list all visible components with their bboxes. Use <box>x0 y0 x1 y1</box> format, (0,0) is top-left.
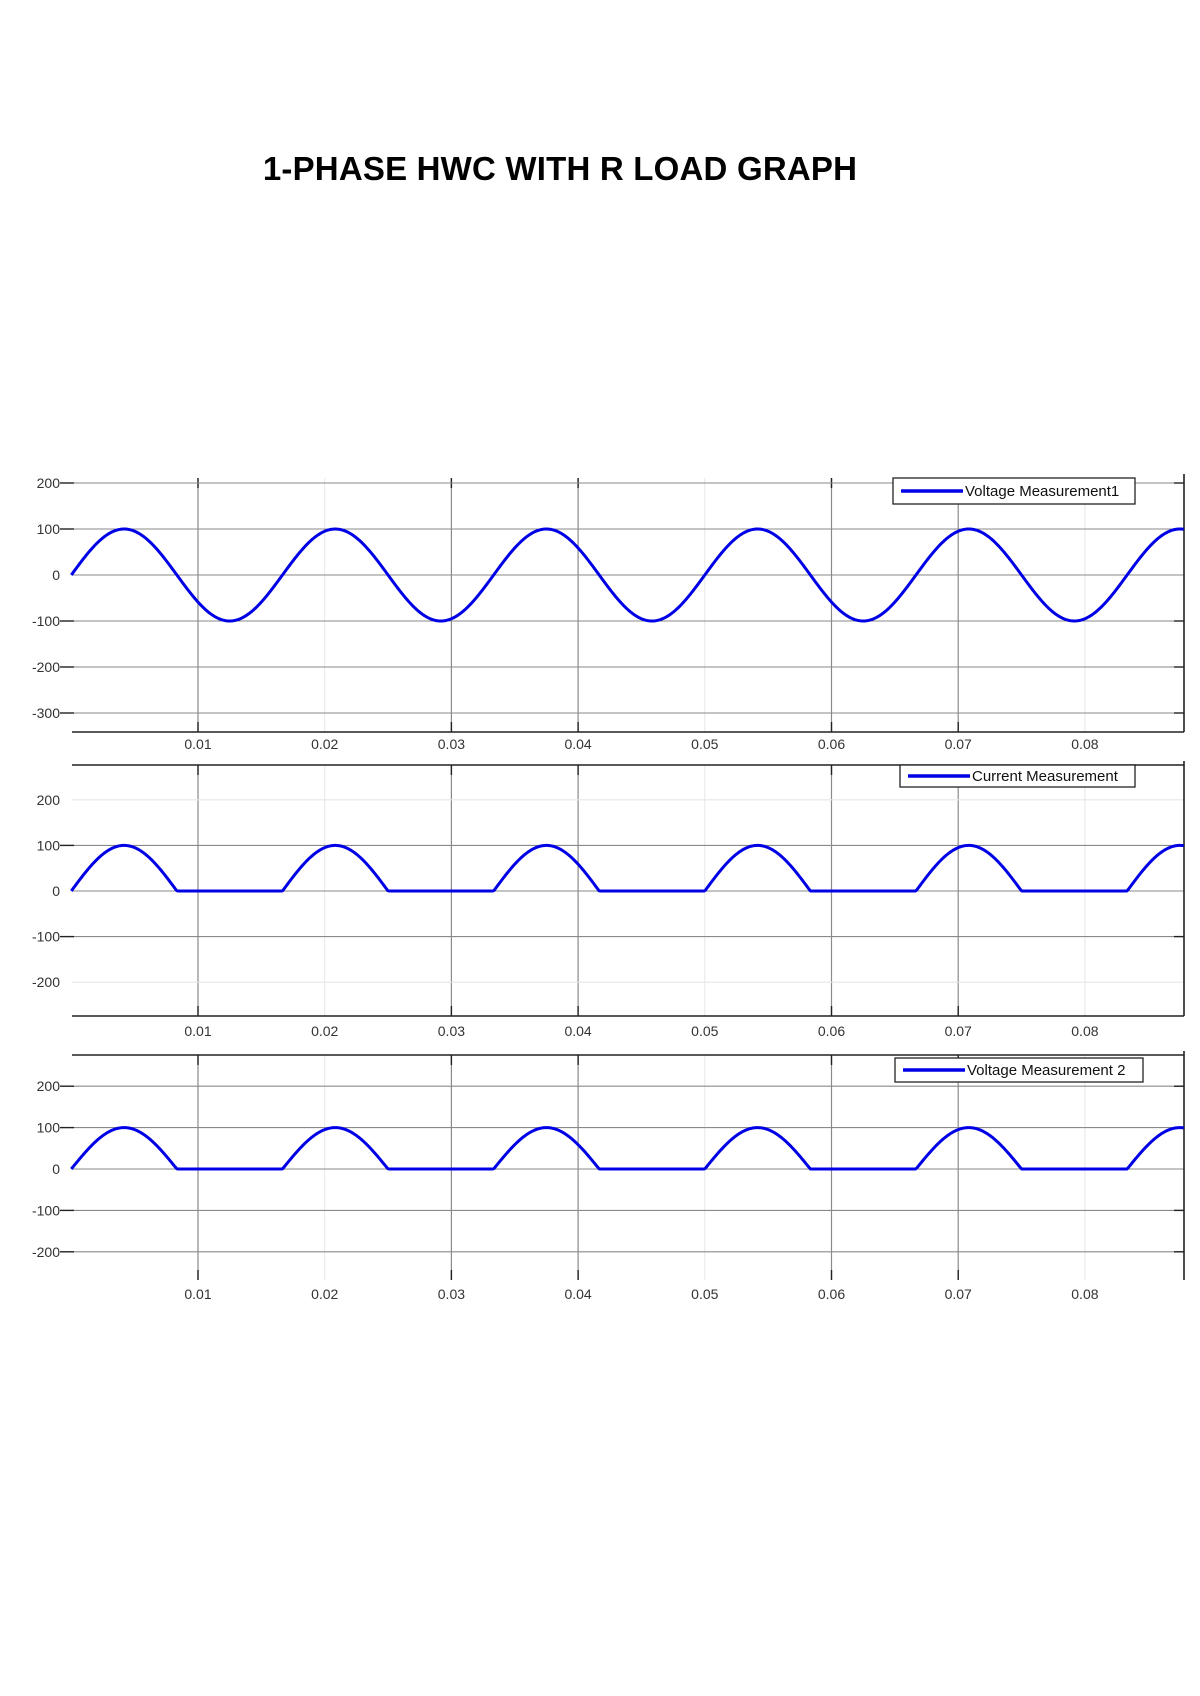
x-tick-label: 0.07 <box>945 1023 972 1039</box>
x-tick-label: 0.01 <box>184 1286 211 1302</box>
x-tick-label: 0.04 <box>564 1023 591 1039</box>
x-tick-label: 0.02 <box>311 736 338 752</box>
x-tick-label: 0.08 <box>1071 1023 1098 1039</box>
legend-label: Current Measurement <box>972 768 1119 785</box>
subplot-voltage-measurement-2: 0.01 0.02 0.03 0.04 0.05 0.06 0.07 0.08 200 100 0 -… <box>32 1051 1185 1302</box>
y-tick-label: -200 <box>32 974 60 990</box>
y-tick-label: 200 <box>37 792 61 808</box>
y-tick-label: -100 <box>32 929 60 945</box>
y-tick-label: -200 <box>32 1244 60 1260</box>
x-tick-label: 0.05 <box>691 1286 718 1302</box>
x-tick-label: 0.01 <box>184 736 211 752</box>
x-tick-label: 0.07 <box>945 736 972 752</box>
x-tick-label: 0.08 <box>1071 736 1098 752</box>
legend-box <box>899 764 1136 788</box>
legend-label: Voltage Measurement1 <box>965 483 1119 500</box>
x-tick-label: 0.01 <box>184 1023 211 1039</box>
x-tick-label: 0.08 <box>1071 1286 1098 1302</box>
x-tick-label: 0.05 <box>691 736 718 752</box>
y-tick-label: 0 <box>52 883 60 899</box>
x-tick-label: 0.02 <box>311 1023 338 1039</box>
x-tick-label: 0.04 <box>564 736 591 752</box>
page-title: 1-PHASE HWC WITH R LOAD GRAPH <box>262 150 858 187</box>
y-tick-label: 200 <box>37 475 61 491</box>
y-tick-label: 100 <box>37 837 61 853</box>
waveform-trace <box>70 843 1184 893</box>
x-tick-label: 0.06 <box>818 1286 845 1302</box>
subplot-current-measurement: 0.01 0.02 0.03 0.04 0.05 0.06 0.07 0.08 200 100 0 -… <box>32 761 1185 1039</box>
waveform-trace <box>70 1126 1184 1171</box>
y-tick-label: -100 <box>32 1202 60 1218</box>
legend-label: Voltage Measurement 2 <box>967 1062 1125 1079</box>
x-tick-label: 0.02 <box>311 1286 338 1302</box>
y-tick-label: -200 <box>32 659 60 675</box>
x-tick-label: 0.05 <box>691 1023 718 1039</box>
x-tick-label: 0.03 <box>438 736 465 752</box>
subplot-voltage-measurement-1: 0.01 0.02 0.03 0.04 0.05 0.06 0.07 0.08 200 100 0 -… <box>32 474 1185 752</box>
x-tick-label: 0.06 <box>818 736 845 752</box>
x-tick-label: 0.06 <box>818 1023 845 1039</box>
y-tick-label: -300 <box>32 705 60 721</box>
y-tick-label: 0 <box>52 1161 60 1177</box>
y-tick-label: 0 <box>52 567 60 583</box>
x-tick-label: 0.03 <box>438 1286 465 1302</box>
waveform-trace <box>70 527 1184 623</box>
y-tick-label: -100 <box>32 613 60 629</box>
y-tick-label: 100 <box>37 1120 61 1136</box>
x-tick-label: 0.07 <box>945 1286 972 1302</box>
y-tick-label: 200 <box>37 1078 61 1094</box>
x-tick-label: 0.03 <box>438 1023 465 1039</box>
y-tick-label: 100 <box>37 521 61 537</box>
plot-area <box>72 478 1184 732</box>
x-tick-label: 0.04 <box>564 1286 591 1302</box>
